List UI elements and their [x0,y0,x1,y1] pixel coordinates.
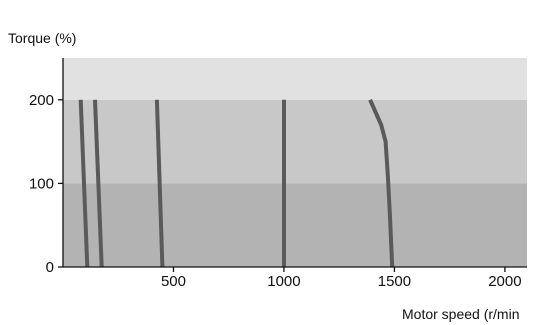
x-axis-ticks: 500 1000 1500 2000 [161,267,522,290]
x-axis-title: Motor speed (r/min [402,306,519,322]
y-tick-label: 100 [29,175,54,192]
x-tick-label: 1500 [378,273,411,290]
y-axis-title: Torque (%) [8,30,76,46]
torque-curve-1 [78,99,90,268]
y-tick-label: 200 [29,92,54,109]
torque-curve-5 [368,98,395,268]
torque-band-1 [63,99,527,184]
torque-bands [63,58,527,267]
torque-curve-3 [154,99,165,268]
y-tick-label: 0 [46,259,54,276]
torque-band-2 [63,58,527,100]
x-tick-label: 2000 [488,273,521,290]
torque-curves [78,98,395,268]
x-tick-label: 500 [161,273,186,290]
y-axis-ticks: 0 100 200 [29,92,63,276]
torque-curve-2 [93,99,104,268]
x-tick-label: 1000 [267,273,300,290]
torque-band-0 [63,183,527,267]
